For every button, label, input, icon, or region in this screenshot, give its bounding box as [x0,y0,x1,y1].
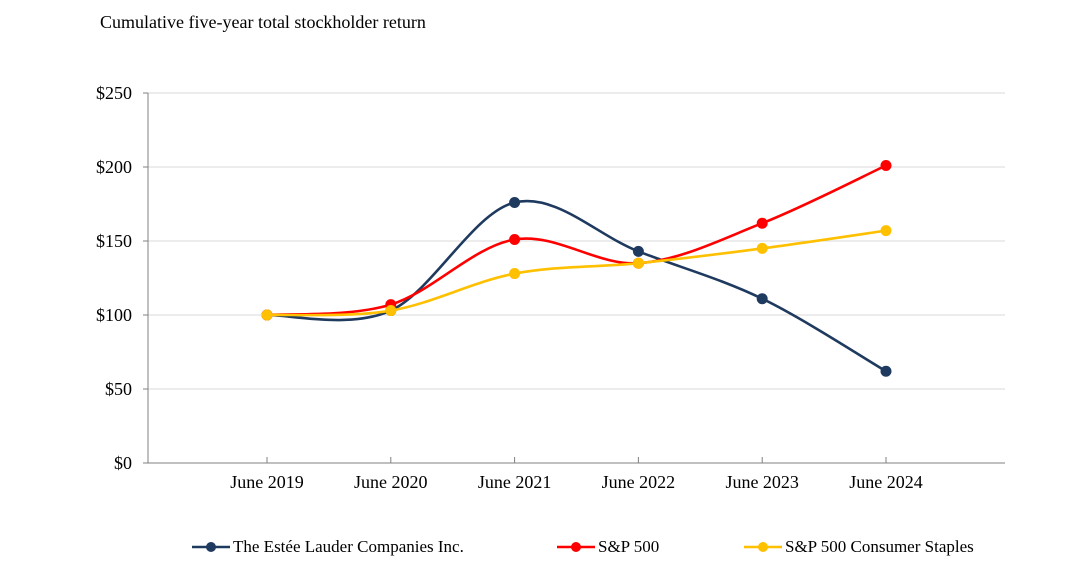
data-point-s2-c1 [385,305,397,317]
x-tick-label: June 2019 [230,472,304,492]
legend-entry-estee-lauder: The Estée Lauder Companies Inc. [192,534,464,560]
legend-label: The Estée Lauder Companies Inc. [233,537,464,556]
x-tick-label: June 2023 [725,472,799,492]
data-point-s0-c5 [880,365,892,377]
legend-entry-sp500-consumer-staples: S&P 500 Consumer Staples [744,534,974,560]
series-line-1 [265,164,888,317]
legend-line-marker-icon [557,542,595,552]
y-tick-label: $250 [96,83,132,103]
legend-label: S&P 500 [598,537,660,556]
y-tick-label: $150 [96,231,132,251]
y-tick-label: $50 [105,379,132,399]
legend-line-marker-icon [192,542,230,552]
x-tick-label: June 2024 [849,472,923,492]
data-point-s0-c4 [756,293,768,305]
y-tick-label: $0 [114,453,132,473]
x-tick-label: June 2020 [354,472,428,492]
data-point-s2-c5 [880,225,892,237]
legend: The Estée Lauder Companies Inc. S&P 500 … [0,534,1082,560]
data-point-s1-c2 [509,234,521,246]
data-point-s2-c4 [756,242,768,254]
data-point-s2-c3 [632,257,644,269]
data-point-s0-c3 [632,245,644,257]
series-line-2 [265,229,888,317]
y-tick-label: $100 [96,305,132,325]
chart-title: Cumulative five-year total stockholder r… [100,12,426,32]
data-point-s2-c0 [261,309,273,321]
legend-label: S&P 500 Consumer Staples [785,537,974,556]
legend-line-marker-icon [744,542,782,552]
y-tick-label: $200 [96,157,132,177]
data-point-s2-c2 [509,268,521,280]
x-tick-label: June 2022 [601,472,676,492]
data-point-s0-c2 [509,197,521,209]
data-point-s1-c5 [880,160,892,172]
x-tick-label: June 2021 [477,472,552,492]
data-point-s1-c4 [756,217,768,229]
series-line-0 [265,199,888,373]
legend-entry-sp500: S&P 500 [557,534,659,560]
